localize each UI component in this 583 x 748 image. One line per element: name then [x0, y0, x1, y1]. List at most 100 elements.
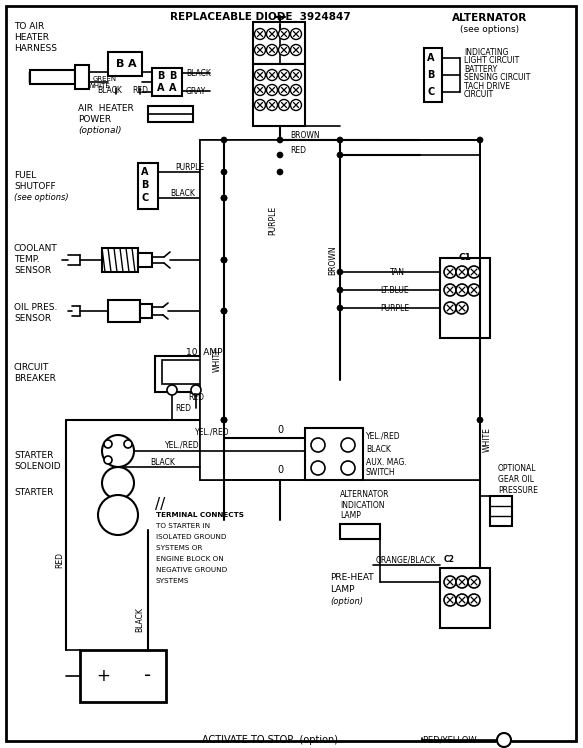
- Circle shape: [279, 44, 290, 55]
- Text: 0: 0: [277, 465, 283, 475]
- Circle shape: [456, 266, 468, 278]
- Text: ORANGE/BLACK: ORANGE/BLACK: [376, 556, 436, 565]
- Circle shape: [102, 435, 134, 467]
- Circle shape: [444, 266, 456, 278]
- Text: ALTERNATOR: ALTERNATOR: [452, 13, 528, 23]
- Text: TAN: TAN: [390, 268, 405, 277]
- Text: A: A: [157, 83, 164, 93]
- Circle shape: [98, 495, 138, 535]
- Text: PURPLE: PURPLE: [380, 304, 409, 313]
- Text: C: C: [427, 87, 434, 97]
- Text: PURPLE: PURPLE: [175, 162, 204, 171]
- Text: SYSTEMS: SYSTEMS: [156, 578, 189, 584]
- Bar: [305, 428, 363, 480]
- Text: LT.BLUE: LT.BLUE: [380, 286, 409, 295]
- Text: FUEL: FUEL: [14, 171, 36, 180]
- Text: GRAY: GRAY: [186, 87, 206, 96]
- Text: A: A: [427, 53, 434, 63]
- Text: BLACK: BLACK: [366, 444, 391, 453]
- Text: HEATER: HEATER: [14, 32, 49, 41]
- Text: (optional): (optional): [78, 126, 121, 135]
- Text: REPLACEABLE DIODE  3924847: REPLACEABLE DIODE 3924847: [170, 12, 350, 22]
- Circle shape: [266, 44, 278, 55]
- Text: SOLENOID: SOLENOID: [14, 462, 61, 470]
- Text: //: //: [155, 497, 165, 512]
- Circle shape: [279, 85, 290, 96]
- Circle shape: [337, 287, 343, 293]
- Bar: [424, 48, 442, 102]
- Circle shape: [337, 305, 343, 311]
- Circle shape: [255, 85, 265, 96]
- Circle shape: [456, 576, 468, 588]
- Circle shape: [477, 417, 483, 423]
- Text: WHITE: WHITE: [212, 348, 222, 373]
- Text: TERMINAL CONNECTS: TERMINAL CONNECTS: [156, 512, 244, 518]
- Text: B: B: [116, 59, 124, 69]
- Text: AUX. MAG.: AUX. MAG.: [366, 458, 407, 467]
- Text: YEL./RED: YEL./RED: [165, 441, 199, 450]
- Text: BLACK: BLACK: [150, 458, 175, 467]
- Text: C2: C2: [444, 556, 455, 565]
- Circle shape: [468, 284, 480, 296]
- Text: INDICATING: INDICATING: [464, 48, 508, 57]
- Circle shape: [468, 576, 480, 588]
- Circle shape: [221, 417, 227, 423]
- Text: BROWN: BROWN: [328, 245, 338, 275]
- Polygon shape: [275, 17, 285, 24]
- Bar: [138, 253, 152, 267]
- Text: YEL./RED: YEL./RED: [366, 432, 401, 441]
- Circle shape: [290, 99, 301, 111]
- Bar: [30, 70, 75, 84]
- Text: YEL./RED: YEL./RED: [195, 428, 230, 437]
- Text: RED: RED: [290, 146, 306, 155]
- Circle shape: [104, 456, 112, 464]
- Circle shape: [124, 440, 132, 448]
- Text: SENSOR: SENSOR: [14, 313, 51, 322]
- Text: TEMP.: TEMP.: [14, 254, 40, 263]
- Circle shape: [444, 302, 456, 314]
- Text: B: B: [169, 71, 177, 81]
- Text: HARNESS: HARNESS: [14, 43, 57, 52]
- Bar: [490, 496, 512, 526]
- Text: PRESSURE: PRESSURE: [498, 485, 538, 494]
- Bar: [102, 248, 138, 272]
- Circle shape: [255, 70, 265, 81]
- Text: BREAKER: BREAKER: [14, 373, 56, 382]
- Text: TO STARTER IN: TO STARTER IN: [156, 523, 210, 529]
- Circle shape: [456, 302, 468, 314]
- Bar: [440, 258, 490, 338]
- Text: RED: RED: [175, 403, 191, 412]
- Circle shape: [311, 438, 325, 452]
- Text: +: +: [96, 667, 110, 685]
- Bar: [140, 304, 152, 318]
- Text: PURPLE: PURPLE: [269, 206, 278, 235]
- Circle shape: [279, 28, 290, 40]
- Circle shape: [221, 195, 227, 201]
- Text: BLACK: BLACK: [135, 607, 145, 633]
- Text: B: B: [141, 180, 149, 190]
- Bar: [155, 356, 217, 392]
- Text: GEAR OIL: GEAR OIL: [498, 474, 534, 483]
- Text: ENGINE BLOCK ON: ENGINE BLOCK ON: [156, 556, 224, 562]
- Text: TO AIR: TO AIR: [14, 22, 44, 31]
- Text: CIRCUIT: CIRCUIT: [464, 90, 494, 99]
- Circle shape: [266, 28, 278, 40]
- Circle shape: [444, 284, 456, 296]
- Circle shape: [191, 385, 201, 395]
- Bar: [162, 360, 210, 384]
- Text: A: A: [128, 59, 136, 69]
- Circle shape: [290, 70, 301, 81]
- Circle shape: [468, 266, 480, 278]
- Circle shape: [104, 440, 112, 448]
- Circle shape: [337, 152, 343, 158]
- Circle shape: [221, 417, 227, 423]
- Text: ACTIVATE TO STOP  (option): ACTIVATE TO STOP (option): [202, 735, 338, 745]
- Bar: [440, 568, 490, 628]
- Circle shape: [255, 28, 265, 40]
- Text: ALTERNATOR: ALTERNATOR: [340, 489, 389, 498]
- Text: BROWN: BROWN: [290, 130, 319, 139]
- Text: GREEN: GREEN: [93, 76, 117, 82]
- Text: RED/YELLOW: RED/YELLOW: [422, 735, 477, 744]
- Text: COOLANT: COOLANT: [14, 244, 58, 253]
- Text: C1: C1: [459, 253, 472, 262]
